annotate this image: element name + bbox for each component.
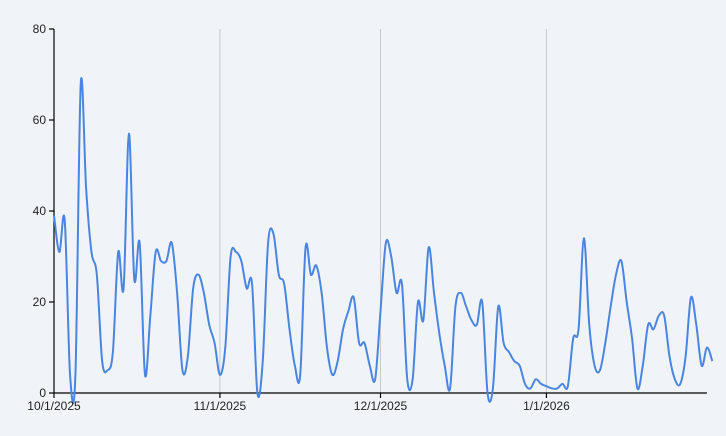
axis-layer xyxy=(49,28,707,398)
x-tick-label: 10/1/2025 xyxy=(27,399,81,413)
x-tick-label: 11/1/2025 xyxy=(194,399,247,413)
series-line xyxy=(53,77,714,405)
y-tick-label: 60 xyxy=(33,113,47,127)
y-tick-label: 0 xyxy=(39,386,46,400)
series-layer xyxy=(53,77,714,405)
x-tick-label: 1/1/2026 xyxy=(523,399,570,413)
x-tick-label: 12/1/2025 xyxy=(354,399,408,413)
y-tick-label: 80 xyxy=(33,22,47,36)
label-layer: 10/1/2025 11/1/2025 12/1/2025 1/1/2026 0 20 40… xyxy=(27,22,570,413)
y-tick-label: 40 xyxy=(33,204,47,218)
y-tick-label: 20 xyxy=(33,295,47,309)
grid-layer xyxy=(219,29,547,393)
